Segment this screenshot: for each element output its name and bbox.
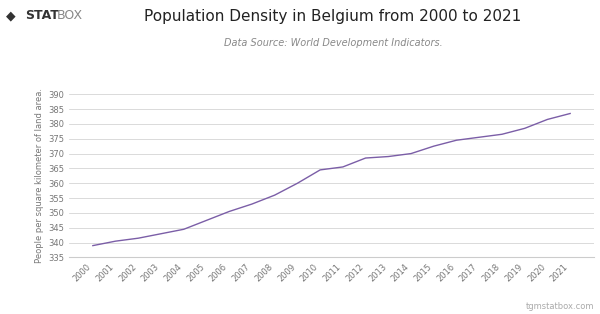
- Belgium: [248, 202, 256, 206]
- Text: ◆: ◆: [6, 9, 16, 22]
- Belgium: [203, 219, 210, 222]
- Text: Data Source: World Development Indicators.: Data Source: World Development Indicator…: [224, 38, 442, 48]
- Belgium: [317, 168, 324, 172]
- Text: STAT: STAT: [25, 9, 59, 22]
- Belgium: [271, 193, 278, 197]
- Belgium: [544, 117, 551, 121]
- Text: BOX: BOX: [56, 9, 83, 22]
- Belgium: [385, 155, 392, 159]
- Belgium: [499, 133, 506, 136]
- Belgium: [226, 209, 233, 213]
- Belgium: [476, 135, 483, 139]
- Belgium: [180, 227, 187, 231]
- Belgium: [521, 127, 528, 130]
- Belgium: [339, 165, 346, 169]
- Belgium: [566, 111, 574, 115]
- Belgium: [430, 144, 437, 148]
- Belgium: [89, 244, 97, 247]
- Belgium: [157, 232, 164, 236]
- Belgium: [135, 236, 142, 240]
- Text: Population Density in Belgium from 2000 to 2021: Population Density in Belgium from 2000 …: [145, 9, 521, 24]
- Belgium: [453, 138, 460, 142]
- Y-axis label: People per square kilometer of land area.: People per square kilometer of land area…: [35, 88, 44, 263]
- Belgium: [112, 239, 119, 243]
- Belgium: [362, 156, 369, 160]
- Line: Belgium: Belgium: [93, 113, 570, 246]
- Belgium: [407, 152, 415, 155]
- Belgium: [294, 181, 301, 185]
- Text: tgmstatbox.com: tgmstatbox.com: [526, 302, 594, 311]
